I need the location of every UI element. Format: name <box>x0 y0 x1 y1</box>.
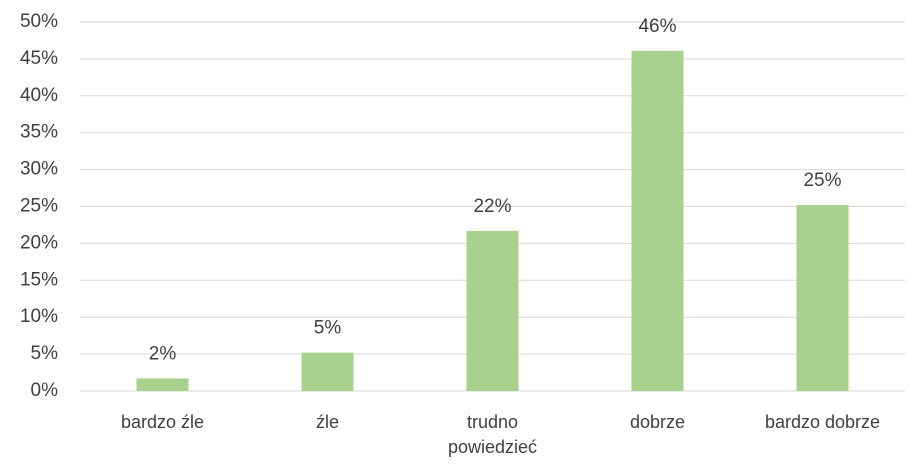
y-tick-label: 30% <box>20 159 58 180</box>
x-tick-label: źle <box>315 412 339 432</box>
y-tick-label: 20% <box>20 232 58 253</box>
data-label: 22% <box>473 196 511 217</box>
y-tick-label: 5% <box>31 343 59 364</box>
data-label: 2% <box>149 343 177 364</box>
data-label: 25% <box>803 170 841 191</box>
bar <box>796 205 849 391</box>
y-tick-label: 35% <box>20 122 58 143</box>
y-tick-label: 50% <box>20 11 58 32</box>
y-tick-label: 45% <box>20 48 58 69</box>
y-tick-label: 15% <box>20 269 58 290</box>
x-tick-label: bardzo źle <box>120 412 205 432</box>
bar <box>631 50 684 391</box>
x-tick-label: trudno powiedzieć <box>447 412 538 457</box>
data-label: 5% <box>314 318 342 339</box>
x-tick-label: bardzo dobrze <box>764 412 881 432</box>
bar <box>466 230 519 391</box>
bar <box>301 352 354 391</box>
y-tick-label: 10% <box>20 306 58 327</box>
y-tick-label: 25% <box>20 196 58 217</box>
bar <box>136 378 189 391</box>
data-label: 46% <box>638 16 676 37</box>
y-tick-label: 0% <box>31 380 59 401</box>
y-tick-label: 40% <box>20 85 58 106</box>
x-tick-label: dobrze <box>629 412 686 432</box>
